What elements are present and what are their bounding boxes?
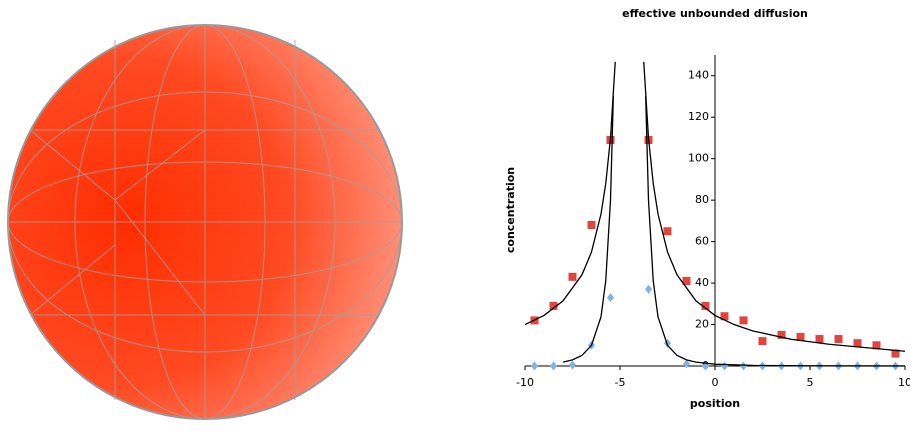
fit-curve (524, 61, 906, 352)
diamond-marker (645, 284, 652, 294)
diamond-marker (607, 293, 614, 303)
y-tick-label: 80 (695, 193, 709, 206)
square-marker (682, 276, 691, 285)
x-tick-label: -5 (615, 376, 626, 389)
chart-title: effective unbounded diffusion (622, 7, 808, 20)
diamond-marker (740, 361, 747, 371)
square-marker (834, 335, 843, 344)
plot-area (524, 61, 906, 371)
diamond-marker (550, 361, 557, 371)
y-tick-label: 120 (688, 110, 709, 123)
square-marker (796, 332, 805, 341)
diamond-marker (664, 338, 671, 348)
square-marker (853, 339, 862, 348)
square-marker (549, 301, 558, 310)
square-marker (777, 330, 786, 339)
square-marker (568, 272, 577, 281)
square-marker (815, 335, 824, 344)
sphere-image (7, 24, 403, 420)
y-axis-label: concentration (504, 167, 517, 253)
square-marker (587, 221, 596, 230)
x-tick-label: -10 (516, 376, 534, 389)
y-tick-label: 100 (688, 152, 709, 165)
square-marker (701, 301, 710, 310)
diamond-marker (531, 361, 538, 371)
square-marker (720, 312, 729, 321)
square-marker (872, 341, 881, 350)
diamond-marker (683, 359, 690, 369)
diamond-marker (721, 361, 728, 371)
fit-curve (562, 95, 906, 367)
x-axis-label: position (690, 397, 740, 410)
square-marker (758, 337, 767, 346)
y-tick-label: 140 (688, 69, 709, 82)
x-tick-label: 10 (898, 376, 910, 389)
square-marker (739, 316, 748, 325)
x-tick-label: 5 (807, 376, 814, 389)
y-tick-label: 20 (695, 318, 709, 331)
square-marker (663, 227, 672, 236)
square-marker (891, 349, 900, 358)
y-tick-label: 40 (695, 276, 709, 289)
diamond-marker (569, 360, 576, 370)
y-tick-label: 60 (695, 235, 709, 248)
x-tick-label: 0 (712, 376, 719, 389)
